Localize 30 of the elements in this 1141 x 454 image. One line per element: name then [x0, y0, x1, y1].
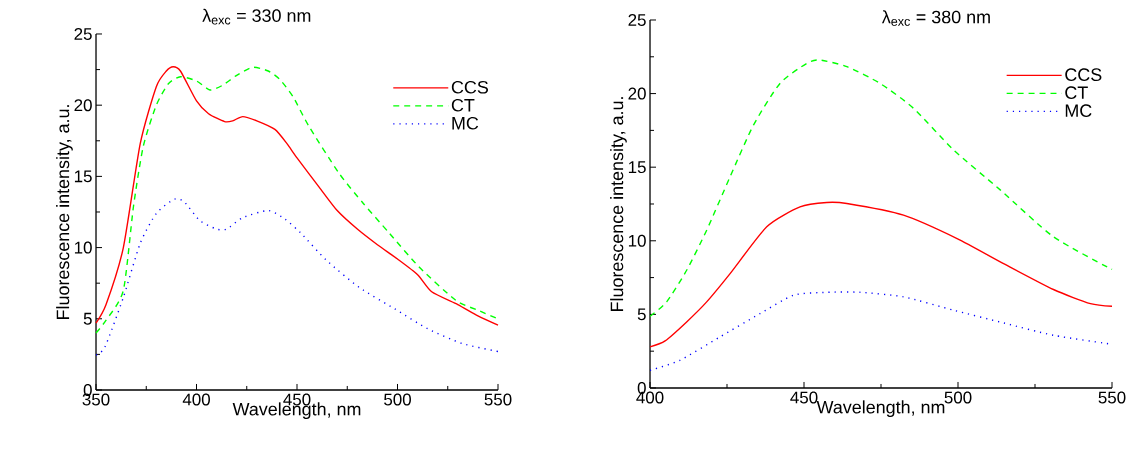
y-tick-label: 25 — [74, 27, 92, 40]
y-tick-label: 20 — [628, 87, 646, 100]
y-tick-label: 10 — [628, 234, 646, 247]
chart-title: λ$_{exc}$ = 330 nm — [202, 8, 311, 25]
y-tick-label: 5 — [637, 308, 646, 321]
chart-title: λ$_{exc}$ = 380 nm — [881, 10, 990, 26]
x-tick-label: 550 — [1098, 391, 1126, 404]
legend-label: CT — [451, 98, 475, 112]
x-tick-label: 550 — [484, 393, 512, 406]
y-axis-title: Fluorescence intensity, a.u. — [56, 105, 73, 319]
y-tick-label: 25 — [628, 13, 646, 26]
x-tick-label: 500 — [384, 393, 411, 406]
y-tick-label: 20 — [74, 99, 92, 112]
x-axis-title: Wavelength, nm — [816, 400, 945, 418]
legend-label: MC — [452, 116, 479, 130]
x-tick-label: 400 — [182, 393, 210, 406]
y-tick-label: 15 — [74, 170, 92, 183]
legend-label: CCS — [1065, 68, 1102, 82]
legend-label: CCS — [451, 80, 488, 94]
legend-label: MC — [1065, 104, 1092, 118]
line-series — [649, 59, 1113, 317]
y-tick-label: 5 — [83, 312, 92, 325]
y-tick-label: 15 — [628, 161, 646, 174]
x-tick-label: 450 — [790, 391, 818, 404]
y-tick-label: 10 — [74, 241, 92, 254]
line-series — [95, 198, 499, 356]
y-axis-title: Fluorescence intensity, a.u. — [610, 97, 627, 311]
legend-label: CT — [1065, 86, 1088, 100]
x-tick-label: 500 — [944, 391, 972, 404]
line-series — [649, 201, 1113, 348]
